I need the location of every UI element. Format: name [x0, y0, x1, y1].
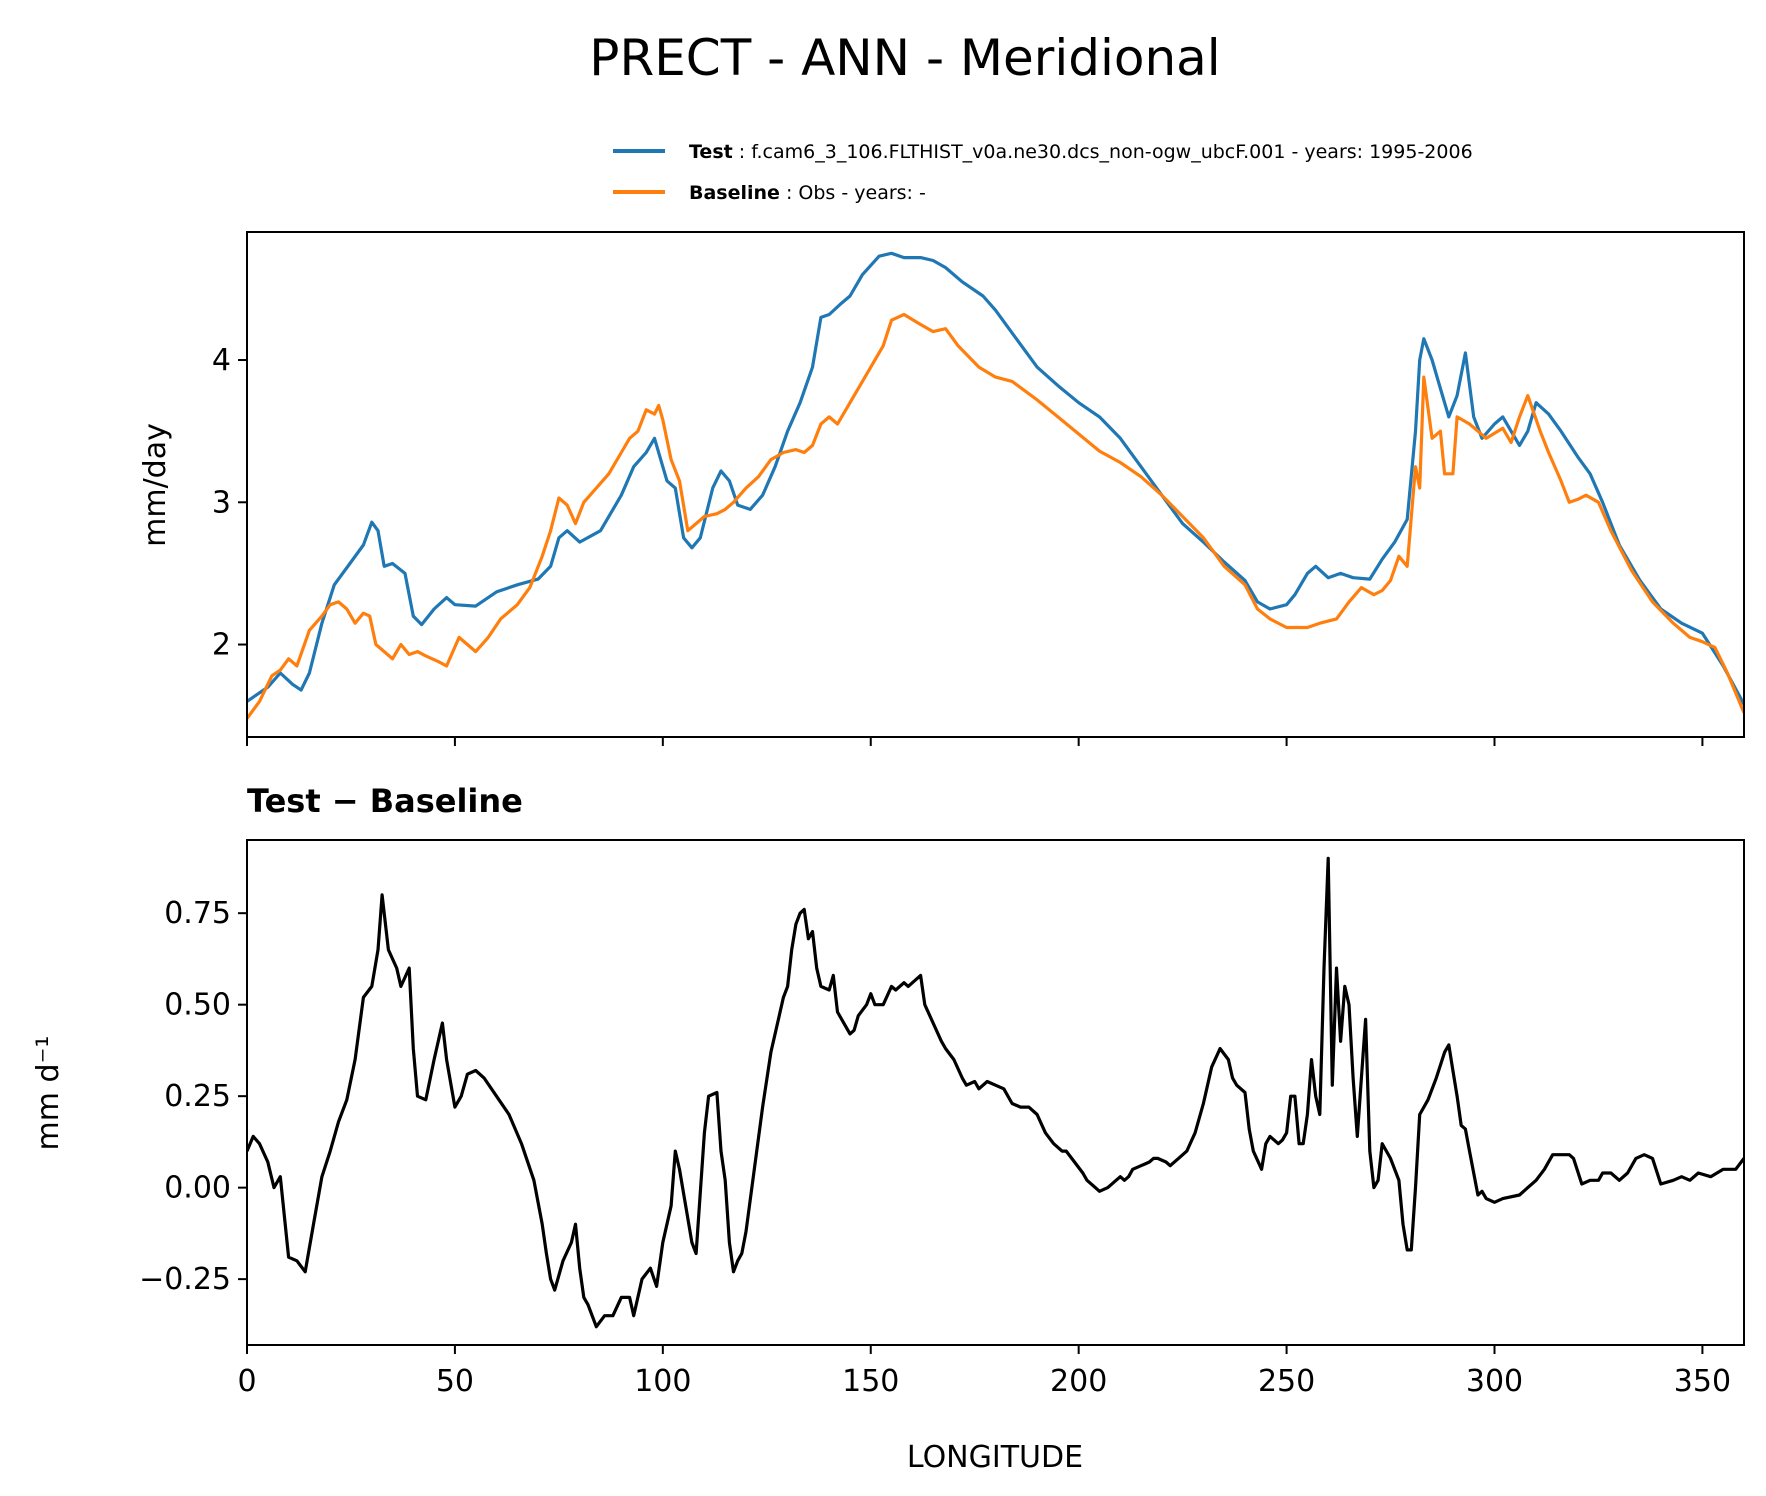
bottom-y-axis-ticks: −0.25 0.00 0.25 0.50 0.75: [139, 896, 247, 1297]
series-line-test: [247, 251, 1744, 706]
top-x-axis-ticks: [246, 737, 1704, 746]
top-panel: 2 3 4 mm/day: [138, 231, 1745, 746]
legend-label: Baseline : Obs - years: -: [689, 182, 926, 204]
series-line-baseline: [247, 312, 1744, 720]
x-tick-label: 200: [1050, 1364, 1107, 1399]
y-tick-label: 4: [212, 343, 231, 378]
top-axes-frame: [246, 231, 1745, 738]
top-y-axis-label: mm/day: [138, 423, 173, 547]
legend-item-baseline: Baseline : Obs - years: -: [613, 182, 926, 204]
x-tick-label: 50: [436, 1364, 474, 1399]
y-tick-label: 0.50: [164, 988, 231, 1023]
bottom-y-axis-label: mm d⁻¹: [31, 1036, 66, 1151]
x-tick-label: 100: [634, 1364, 691, 1399]
bottom-axes-frame: [246, 839, 1745, 1346]
x-tick-label: 350: [1674, 1364, 1731, 1399]
y-tick-label: 2: [212, 628, 231, 663]
x-tick-label: 300: [1466, 1364, 1523, 1399]
series-layer: [247, 856, 1744, 1329]
bottom-x-axis-ticks: 0 50 100 150 200 250 300 350: [237, 1345, 1731, 1399]
figure-title: PRECT - ANN - Meridional: [589, 29, 1220, 87]
y-tick-label: 0.00: [164, 1171, 231, 1206]
y-tick-label: 3: [212, 485, 231, 520]
x-tick-label: 0: [237, 1364, 256, 1399]
x-tick-label: 150: [842, 1364, 899, 1399]
series-line-test-baseline: [247, 856, 1744, 1329]
legend-label: Test : f.cam6_3_106.FLTHIST_v0a.ne30.dcs…: [689, 141, 1473, 163]
legend-item-test: Test : f.cam6_3_106.FLTHIST_v0a.ne30.dcs…: [613, 141, 1473, 163]
top-y-axis-ticks: 2 3 4: [212, 343, 247, 663]
x-axis-label: LONGITUDE: [907, 1440, 1083, 1475]
y-tick-label: 0.75: [164, 896, 231, 931]
bottom-panel-title: Test − Baseline: [247, 782, 523, 820]
y-tick-label: 0.25: [164, 1079, 231, 1114]
x-tick-label: 250: [1258, 1364, 1315, 1399]
legend: Test : f.cam6_3_106.FLTHIST_v0a.ne30.dcs…: [613, 141, 1473, 204]
bottom-panel: Test − Baseline 0 50 100 150 200 250 300 350 −0…: [31, 782, 1745, 1475]
y-tick-label: −0.25: [139, 1262, 231, 1297]
series-layer: [247, 251, 1744, 720]
